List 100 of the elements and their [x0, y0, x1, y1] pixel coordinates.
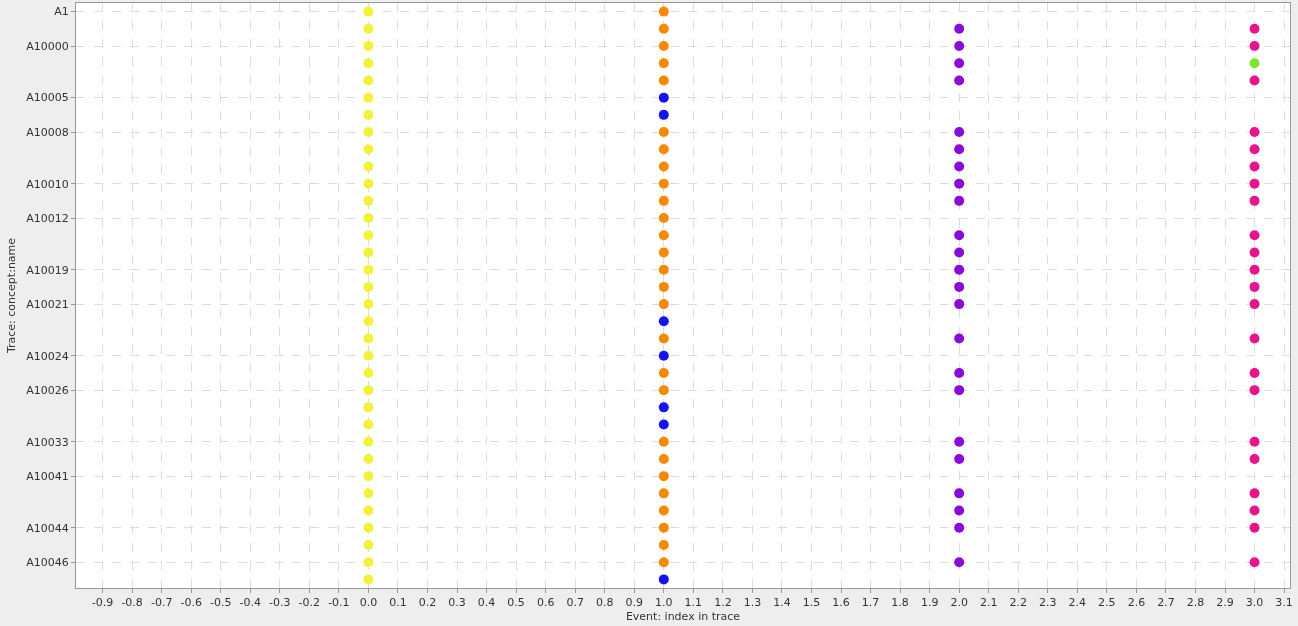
- point: [1249, 195, 1260, 206]
- point: [658, 247, 669, 258]
- x-tick-label: 2.8: [1186, 596, 1205, 610]
- point: [954, 333, 965, 344]
- point: [658, 195, 669, 206]
- y-tick-label: A10021: [26, 297, 69, 311]
- point: [363, 75, 374, 86]
- y-tick-label: A10046: [26, 556, 69, 570]
- point: [363, 453, 374, 464]
- point: [658, 488, 669, 499]
- point: [954, 488, 965, 499]
- point: [954, 178, 965, 189]
- x-tick-label: -0.8: [121, 596, 143, 610]
- point: [658, 299, 669, 310]
- point: [954, 195, 965, 206]
- point: [954, 58, 965, 69]
- y-tick-label: A10024: [26, 349, 69, 363]
- point: [658, 574, 669, 585]
- x-tick-label: 1.2: [714, 596, 732, 610]
- point: [658, 6, 669, 17]
- point: [954, 127, 965, 138]
- y-tick-label: A10008: [26, 125, 69, 139]
- point: [658, 264, 669, 275]
- point: [954, 385, 965, 396]
- x-tick-label: -0.9: [91, 596, 114, 610]
- point: [658, 23, 669, 34]
- point: [363, 539, 374, 550]
- point: [363, 574, 374, 585]
- point: [954, 367, 965, 378]
- point: [363, 247, 374, 258]
- point: [363, 402, 374, 413]
- point: [1249, 436, 1260, 447]
- point: [363, 41, 374, 52]
- point: [658, 453, 669, 464]
- y-tick-label: A10010: [26, 177, 69, 191]
- x-tick-label: -0.2: [298, 596, 321, 610]
- point: [658, 230, 669, 241]
- x-tick-label: 0.8: [595, 596, 614, 610]
- x-tick-label: -0.3: [269, 596, 291, 610]
- y-tick-label: A10012: [26, 211, 69, 225]
- x-tick-label: 2.6: [1127, 596, 1146, 610]
- x-tick-label: -0.5: [210, 596, 232, 610]
- y-tick-label: A10000: [26, 39, 69, 53]
- point: [658, 144, 669, 155]
- point: [954, 281, 965, 292]
- point: [363, 230, 374, 241]
- point: [363, 350, 374, 361]
- x-tick-label: 1.7: [861, 596, 880, 610]
- point: [363, 419, 374, 430]
- point: [363, 557, 374, 568]
- point: [658, 436, 669, 447]
- point: [658, 367, 669, 378]
- x-tick-label: 1.6: [832, 596, 850, 610]
- point: [658, 58, 669, 69]
- point: [363, 109, 374, 120]
- point: [363, 505, 374, 516]
- point: [1249, 333, 1260, 344]
- x-tick-label: -0.4: [239, 596, 261, 610]
- x-tick-label: 2.4: [1068, 596, 1087, 610]
- point: [954, 436, 965, 447]
- y-tick-label: A10041: [26, 470, 69, 484]
- x-tick-label: 3.1: [1275, 596, 1293, 610]
- point: [1249, 75, 1260, 86]
- point: [658, 350, 669, 361]
- point: [954, 505, 965, 516]
- point: [363, 161, 374, 172]
- point: [658, 522, 669, 533]
- x-tick-label: 0.0: [359, 596, 378, 610]
- point: [363, 178, 374, 189]
- point: [363, 333, 374, 344]
- x-tick-label: 1.8: [891, 596, 909, 610]
- x-tick-label: 0.6: [536, 596, 555, 610]
- point: [363, 6, 374, 17]
- point: [1249, 299, 1260, 310]
- point: [658, 316, 669, 327]
- x-tick-label: 2.1: [979, 596, 998, 610]
- x-tick-label: 2.9: [1216, 596, 1234, 610]
- y-tick-label: A10033: [26, 435, 69, 449]
- point: [954, 522, 965, 533]
- x-tick-label: 0.2: [418, 596, 437, 610]
- point: [363, 385, 374, 396]
- y-tick-label: A10005: [26, 91, 69, 105]
- point: [1249, 230, 1260, 241]
- point: [658, 92, 669, 103]
- point: [658, 557, 669, 568]
- point: [1249, 385, 1260, 396]
- point: [954, 23, 965, 34]
- point: [363, 92, 374, 103]
- point: [1249, 453, 1260, 464]
- point: [658, 505, 669, 516]
- point: [954, 75, 965, 86]
- point: [363, 58, 374, 69]
- point: [1249, 367, 1260, 378]
- x-tick-label: -0.1: [328, 596, 350, 610]
- x-tick-label: -0.7: [150, 596, 173, 610]
- x-tick-label: -0.6: [180, 596, 202, 610]
- point: [1249, 127, 1260, 138]
- point: [1249, 178, 1260, 189]
- point: [363, 264, 374, 275]
- point: [1249, 161, 1260, 172]
